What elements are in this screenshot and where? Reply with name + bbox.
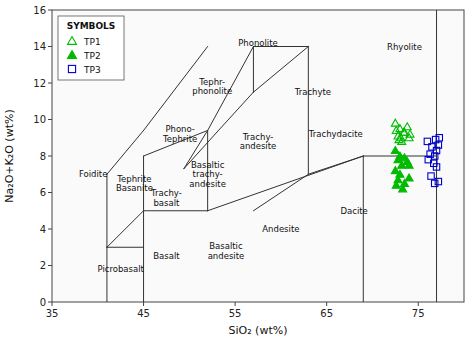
field-boundary [106,174,107,247]
point [395,136,403,143]
field-label: Trachy-andesite [240,132,277,152]
y-tick-label: 6 [40,187,46,198]
y-tick [48,83,52,84]
y-tick-label: 10 [33,114,46,125]
y-tick-label: 8 [40,151,46,162]
point [399,185,407,192]
point [392,181,400,188]
x-tick-label: 35 [46,308,59,319]
point [433,164,439,170]
x-axis-label: SiO₂ (wt%) [229,324,288,337]
field-boundary [253,47,308,93]
y-tick-label: 4 [40,224,46,235]
point [405,174,413,181]
legend-title: SYMBOLS [67,21,116,31]
legend-entry: TP2 [83,51,101,61]
field-label: Trachy-basalt [150,188,182,208]
x-tick-label: 55 [229,308,242,319]
x-tick [235,302,236,306]
field-boundary [144,210,208,211]
field-label: Rhyolite [387,42,422,52]
y-tick [48,156,52,157]
legend-entry: TP3 [83,65,101,75]
field-boundary [253,174,308,211]
field-label: Foidite [79,169,107,179]
series [391,119,414,144]
point [394,176,402,183]
legend-entry: TP1 [83,37,101,47]
field-label: Basalt [153,251,180,261]
field-label: Andesite [262,224,299,234]
field-label: TephriteBasanite [116,174,153,194]
field-boundary [217,92,254,132]
field-label: Trachyte [294,87,331,97]
y-tick [48,302,52,303]
field-boundary [106,247,107,302]
y-tick-label: 2 [40,260,46,271]
field-label: Basaltictrachy-andesite [189,160,226,189]
point [432,136,438,142]
field-label: Phonolite [238,38,278,48]
chart: 35 45 55 65 75 0 2 4 6 8 10 12 14 16 SiO₂ (wt%) Na₂O+K₂… [0,0,474,342]
field-boundary [253,47,254,93]
plot-marks [107,10,443,302]
field-boundary [143,211,144,302]
field-boundary [363,156,364,302]
field-label: Tephr-phonolite [192,77,232,97]
x-tick [326,302,327,306]
field-label: Phono-Tephrite [162,124,197,144]
series [424,135,442,187]
series [391,147,413,192]
y-tick [48,119,52,120]
field-boundary [144,130,208,156]
field-boundary [208,156,364,211]
x-tick-label: 45 [137,308,150,319]
y-tick-label: 16 [33,5,46,16]
axes: 35 45 55 65 75 0 2 4 6 8 10 12 14 16 [33,5,424,320]
y-tick [48,192,52,193]
field-label: Trachydacite [308,129,363,139]
field-label: Dacite [340,206,367,216]
point [392,126,400,133]
legend: SYMBOLS TP1 TP2 TP3 [58,16,124,80]
point [396,170,404,177]
field-boundary [308,156,363,174]
field-boundary [107,247,144,248]
point [405,161,413,168]
y-tick [48,10,52,11]
point [432,180,438,186]
y-tick [48,265,52,266]
field-boundary [308,47,309,175]
field-label: Basalticandesite [208,241,245,261]
legend-symbol [68,65,75,72]
x-tick-label: 65 [320,308,333,319]
x-tick [418,302,419,306]
point [400,128,408,135]
point [391,147,399,154]
y-tick [48,46,52,47]
field-boundary [107,130,144,174]
y-tick [48,229,52,230]
x-tick-label: 75 [412,308,425,319]
plot-frame [52,10,464,302]
field-labels: Foidite Picrobasalt Basalt TephriteBasanite… [79,38,422,274]
legend-box [58,16,124,80]
legend-symbol [68,51,77,59]
field-label: Picrobasalt [97,264,144,274]
legend-symbol [68,37,77,45]
x-tick [143,302,144,306]
y-tick-label: 0 [40,297,46,308]
y-tick-label: 12 [33,78,46,89]
field-boundary [436,10,437,302]
point [428,173,434,179]
point [391,119,399,126]
point [432,153,438,159]
field-boundary [107,211,144,248]
y-tick-label: 14 [33,41,46,52]
y-axis-label: Na₂O+K₂O (wt%) [3,109,16,202]
x-tick [52,302,53,306]
